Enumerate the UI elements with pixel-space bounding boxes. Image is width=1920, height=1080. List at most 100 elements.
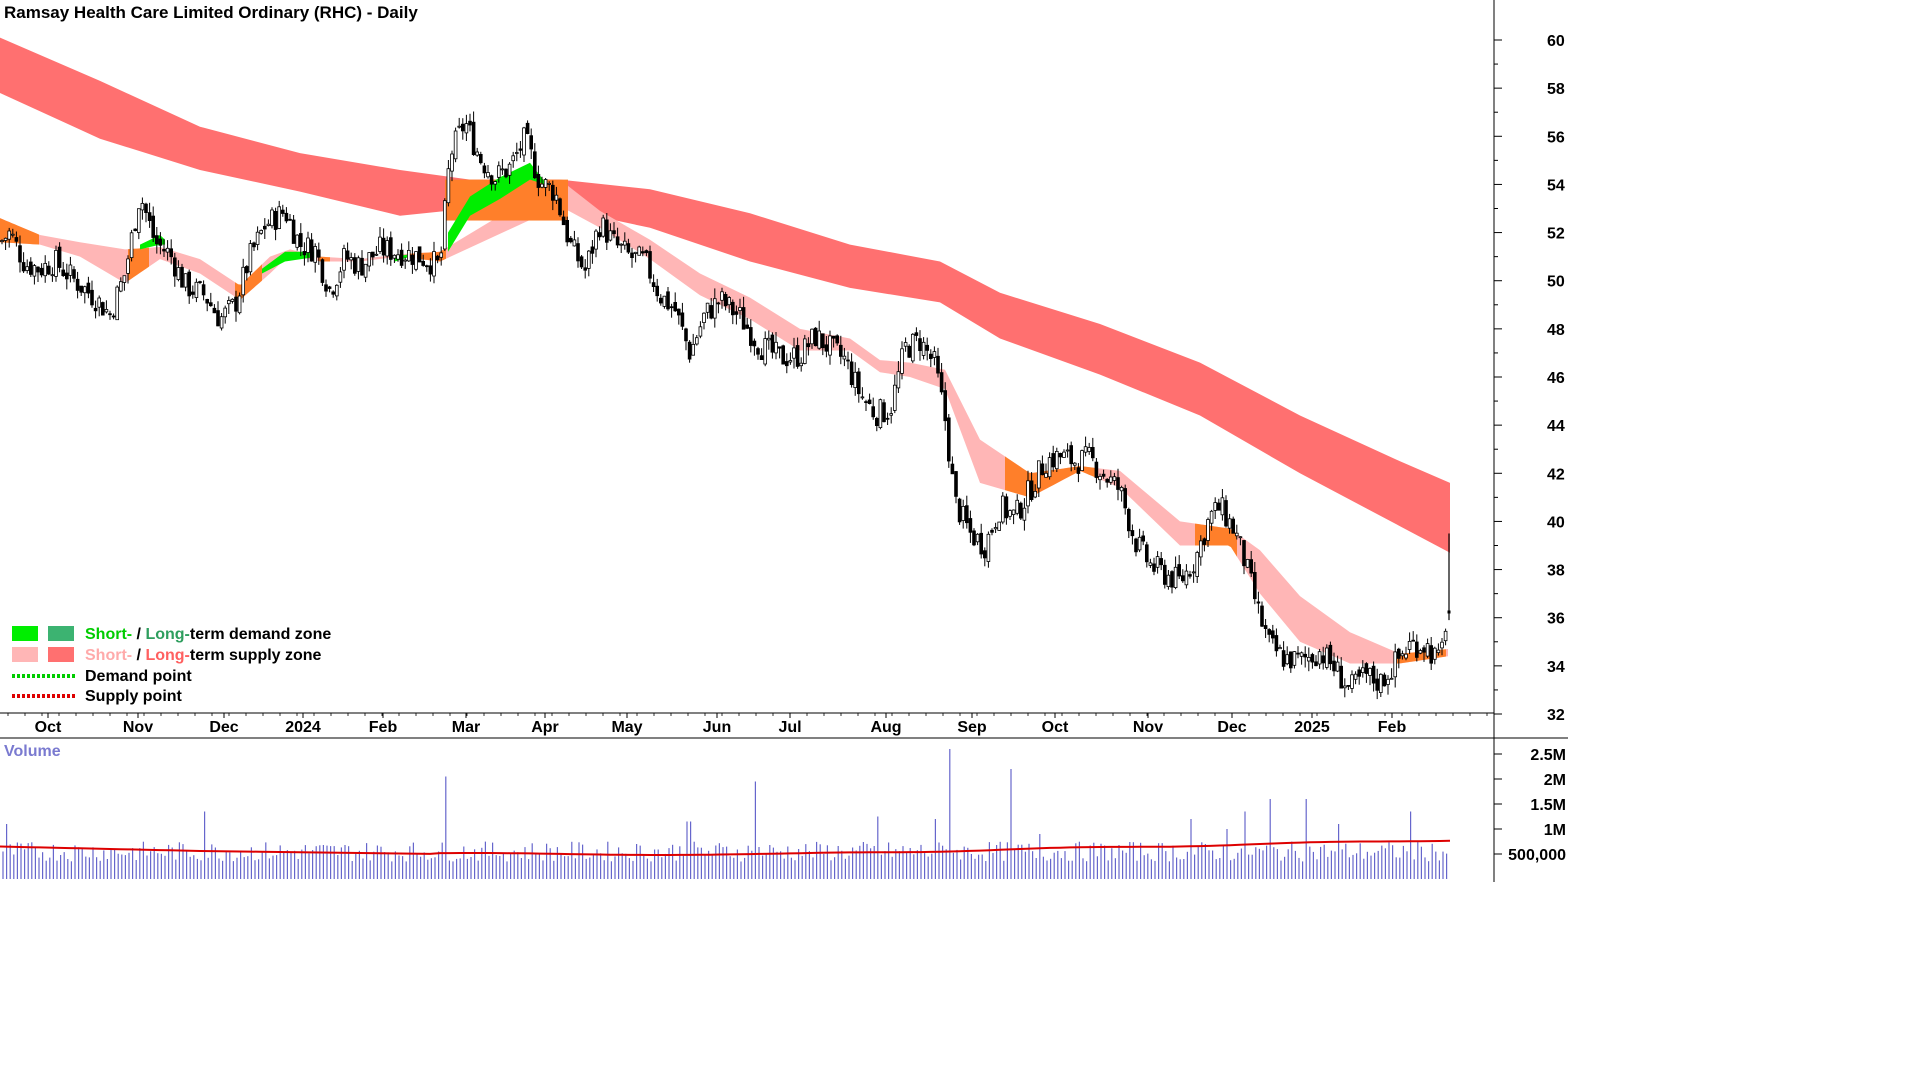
- candle-body: [201, 284, 206, 296]
- candle-body: [677, 308, 681, 316]
- candle-body: [723, 293, 728, 307]
- candle-body: [478, 153, 483, 164]
- candle-body: [421, 260, 425, 266]
- candle-body: [450, 153, 454, 172]
- candle-body: [1411, 639, 1416, 642]
- candle-body: [630, 252, 634, 258]
- candle-body: [342, 248, 346, 271]
- candle-body: [32, 265, 37, 277]
- candle-body: [414, 251, 418, 270]
- candle-body: [1325, 647, 1329, 668]
- candle-body: [453, 130, 458, 160]
- price-tick-label: 34: [1547, 659, 1565, 676]
- candle-body: [1314, 661, 1318, 667]
- candle-body: [1386, 678, 1390, 685]
- candle-body: [558, 198, 562, 216]
- candle-body: [1058, 452, 1063, 458]
- candle-body: [1141, 535, 1146, 542]
- candle-body: [623, 240, 627, 246]
- candle-body: [601, 217, 605, 237]
- candle-body: [1375, 678, 1380, 691]
- candle-body: [360, 257, 364, 276]
- time-tick-label: Nov: [1133, 719, 1163, 736]
- short-supply-band: [0, 179, 1448, 664]
- candle-body: [1332, 660, 1336, 672]
- time-tick-label: Sep: [957, 719, 987, 736]
- price-tick-label: 48: [1547, 322, 1565, 339]
- candle-body: [1065, 449, 1070, 452]
- candle-body: [659, 297, 663, 304]
- candle-body: [1004, 496, 1009, 519]
- candle-body: [205, 298, 210, 304]
- candle-body: [482, 165, 487, 174]
- candle-body: [1253, 572, 1257, 600]
- candle-body: [28, 261, 33, 275]
- candle-body: [486, 172, 490, 178]
- candle-body: [237, 295, 242, 314]
- candle-body: [500, 168, 505, 171]
- candle-body: [234, 296, 238, 312]
- candle-body: [313, 246, 317, 263]
- candle-body: [1152, 563, 1156, 572]
- candle-body: [226, 300, 231, 305]
- candle-body: [554, 194, 559, 201]
- time-tick-label: Aug: [870, 719, 901, 736]
- candle-body: [104, 308, 109, 313]
- candle-body: [569, 237, 573, 243]
- candle-body: [1076, 467, 1081, 474]
- candle-body: [1202, 538, 1207, 545]
- candle-body: [1224, 500, 1228, 527]
- candle-body: [691, 343, 695, 356]
- candle-body: [1285, 654, 1290, 665]
- candle-body: [666, 291, 670, 310]
- candle-body: [1227, 518, 1232, 529]
- candle-body: [626, 243, 631, 253]
- candle-body: [1080, 450, 1084, 472]
- candle-body: [464, 123, 469, 134]
- candle-body: [1429, 645, 1434, 664]
- candle-body: [471, 121, 476, 155]
- candle-body: [864, 401, 868, 404]
- candle-body: [965, 505, 969, 524]
- candle-body: [43, 262, 47, 277]
- candle-body: [583, 267, 587, 271]
- candle-body: [860, 396, 865, 399]
- candle-body: [540, 183, 544, 188]
- candle-body: [745, 324, 749, 329]
- candle-body: [83, 286, 87, 294]
- time-tick-label: Oct: [35, 719, 62, 736]
- candle-body: [212, 307, 217, 314]
- candle-body: [47, 265, 51, 275]
- long-supply-swatch: [48, 647, 74, 662]
- long-demand-swatch: [48, 626, 74, 641]
- candle-body: [979, 532, 983, 555]
- candle-body: [972, 530, 976, 546]
- candle-body: [119, 281, 123, 292]
- candle-body: [896, 371, 901, 389]
- candle-body: [990, 529, 994, 533]
- time-tick-label: Oct: [1042, 719, 1069, 736]
- candle-body: [126, 258, 130, 274]
- candle-body: [424, 265, 429, 268]
- candle-body: [515, 152, 519, 154]
- candle-body: [1145, 544, 1149, 563]
- candle-body: [93, 307, 98, 312]
- candle-body: [25, 266, 29, 271]
- candle-body: [608, 230, 613, 241]
- candle-body: [727, 297, 731, 306]
- candle-body: [774, 341, 778, 354]
- candle-body: [842, 355, 847, 360]
- candle-body: [713, 298, 717, 319]
- candle-body: [493, 181, 497, 185]
- price-tick-label: 56: [1547, 129, 1565, 146]
- candle-body: [306, 237, 310, 253]
- candle-body: [248, 243, 253, 273]
- candle-body: [489, 175, 494, 185]
- candle-body: [1393, 651, 1398, 678]
- candle-body: [61, 269, 65, 276]
- price-tick-label: 40: [1547, 514, 1565, 531]
- candle-body: [406, 249, 411, 262]
- candle-body: [280, 209, 285, 214]
- candle-body: [684, 328, 688, 342]
- candle-body: [788, 360, 793, 363]
